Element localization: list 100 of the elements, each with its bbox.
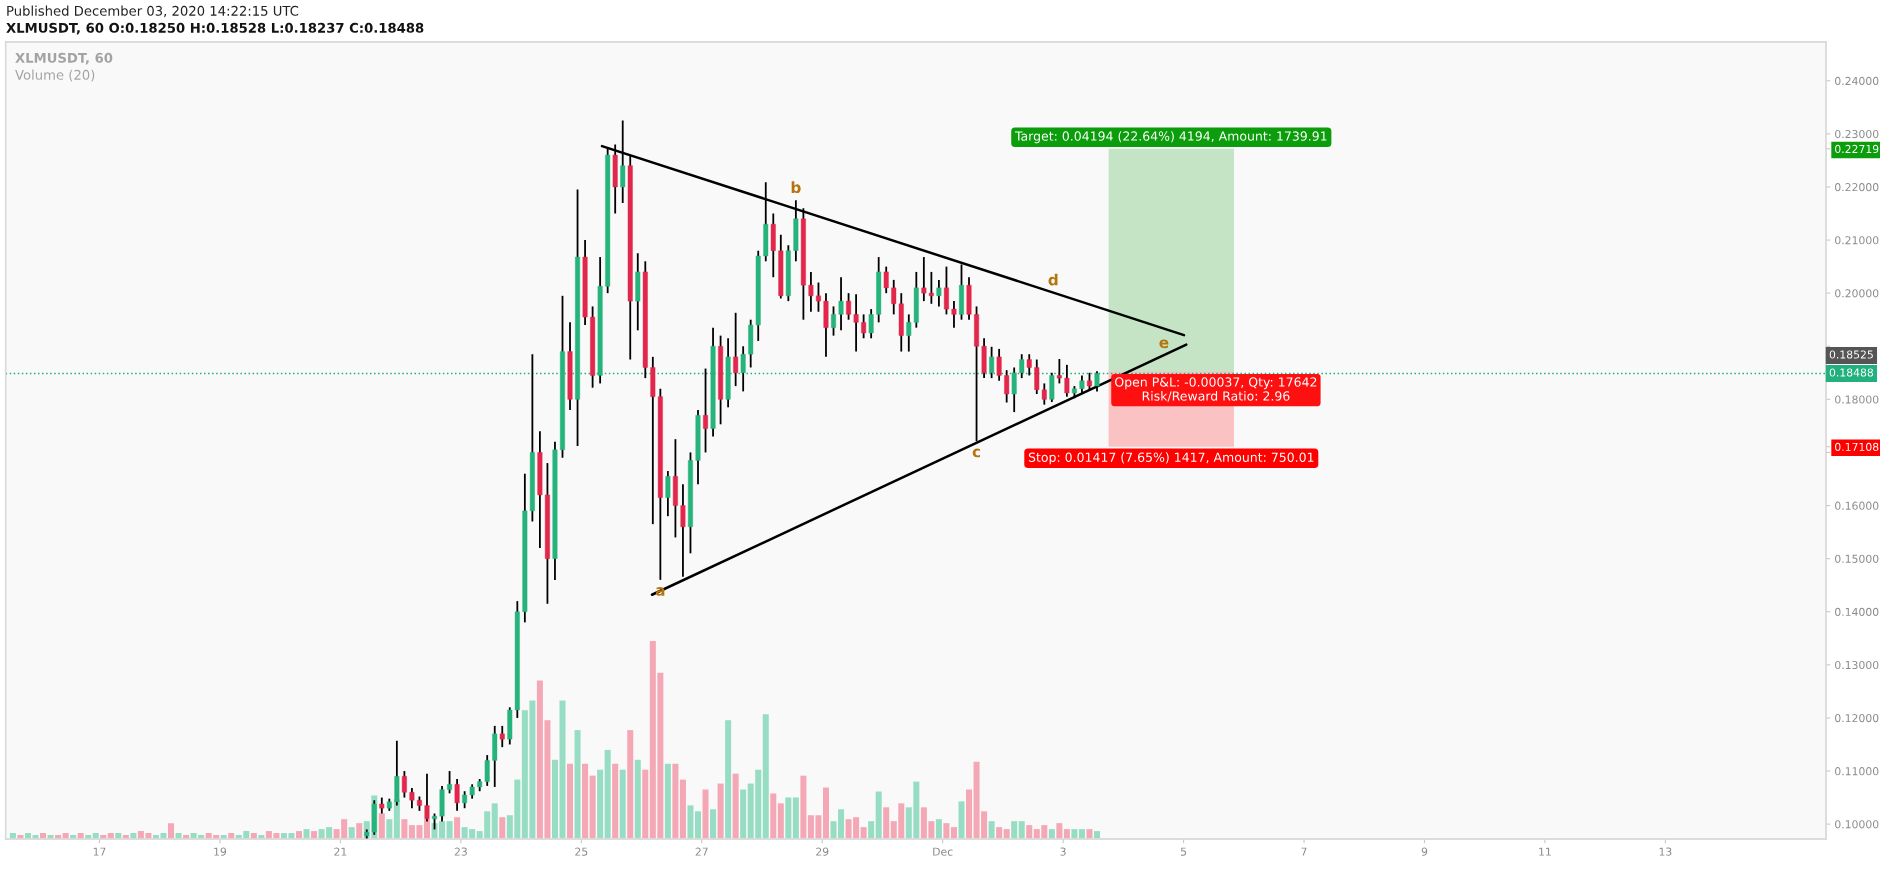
y-tick-label: 0.12000: [1835, 714, 1879, 723]
text: Published December 03, 2020 14:22:15 UTC: [7, 5, 299, 18]
x-tick-label: 29: [816, 847, 829, 856]
x-tick-label: 3: [1060, 847, 1066, 856]
bar: [732, 773, 739, 839]
y-tick-label: 0.22719: [1835, 144, 1879, 154]
bar: [1071, 829, 1078, 839]
y-tick-label: 0.20000: [1835, 289, 1879, 298]
bar: [777, 803, 784, 839]
bar: [491, 803, 498, 839]
candlestick: [853, 293, 859, 353]
bar: [642, 769, 649, 839]
y-tick-label: 0.14000: [1835, 607, 1879, 617]
bar: [627, 730, 634, 839]
candlestick: [1064, 363, 1070, 398]
chart-title: Volume (20): [15, 69, 95, 82]
bar: [943, 823, 950, 839]
bar: [454, 817, 461, 839]
y-tick-label: 0.15000: [1835, 554, 1879, 563]
bar: [725, 720, 732, 839]
y-tick-label: 0.22000: [1835, 183, 1879, 192]
bar: [996, 827, 1003, 839]
bar: [356, 823, 363, 839]
annotation: Open P&L: -0.00037, Qty: 17642 Risk/Reward Ratio: 2.96: [1115, 377, 1317, 402]
x-tick-label: 13: [1659, 847, 1672, 856]
bar: [875, 791, 882, 839]
bar: [1086, 829, 1093, 839]
candlestick: [1019, 353, 1025, 380]
x-tick-label: Dec: [933, 847, 953, 856]
y-tick-label: 0.17108: [1835, 442, 1879, 451]
bar: [589, 775, 596, 839]
annotation: a: [655, 587, 665, 596]
candlestick: [943, 265, 949, 316]
candlestick: [831, 305, 836, 337]
bar: [966, 789, 973, 839]
candlestick: [703, 367, 708, 454]
x-tick-label: 9: [1421, 847, 1428, 856]
candlestick: [733, 311, 739, 387]
bar: [694, 811, 702, 839]
bar: [687, 805, 694, 839]
bar: [1011, 821, 1018, 839]
candlestick: [454, 778, 460, 812]
bar: [168, 823, 175, 839]
bar: [386, 819, 393, 839]
bar: [868, 821, 875, 839]
bar: [446, 821, 453, 839]
bar: [619, 769, 626, 839]
y-tick-label: 0.23000: [1835, 129, 1879, 139]
bar: [1078, 829, 1085, 839]
y-tick-label: 0.16000: [1835, 501, 1879, 510]
candlestick: [499, 724, 505, 749]
candlestick: [883, 265, 889, 295]
candlestick: [409, 787, 415, 810]
bar: [800, 775, 807, 839]
bar: [883, 807, 890, 839]
band-label: Stop: 0.01417 (7.65%) 1417, Amount: 750.01: [1028, 452, 1314, 465]
candlestick: [868, 308, 874, 340]
annotation: 0.18525: [1829, 350, 1873, 359]
y-tick-label: 0.11000: [1835, 767, 1879, 776]
bar: [679, 779, 686, 839]
bar: [740, 789, 747, 839]
x-tick-label: 23: [454, 847, 467, 856]
bar: [1056, 823, 1063, 839]
candlestick: [936, 278, 942, 308]
candlestick: [740, 345, 746, 393]
bar: [770, 793, 777, 839]
bar: [597, 769, 604, 839]
candlestick: [1026, 353, 1032, 377]
bar: [822, 787, 829, 839]
x-tick-label: 21: [334, 847, 347, 856]
candlestick: [951, 300, 957, 329]
candlestick: [808, 271, 814, 313]
bar: [401, 819, 408, 839]
bar: [672, 763, 679, 839]
candlestick: [665, 470, 671, 518]
chart-title: XLMUSDT, 60 O:0.18250 H:0.18528 L:0.18237 C:0.18488: [6, 22, 424, 35]
candlestick: [1079, 374, 1085, 395]
bar: [1026, 825, 1033, 839]
bar: [303, 829, 310, 839]
bar: [664, 763, 671, 839]
x-tick-label: 7: [1301, 847, 1307, 856]
y-tick-label: 0.18000: [1835, 395, 1879, 404]
bar: [582, 763, 589, 839]
bar: [702, 789, 709, 839]
bar: [567, 763, 574, 839]
ref-line-label: 0.18488: [1829, 368, 1874, 377]
annotation: d: [1048, 273, 1058, 286]
annotation: b: [791, 181, 801, 194]
candlestick: [680, 483, 686, 578]
candlestick: [1004, 369, 1010, 404]
bar: [860, 827, 867, 839]
bar: [988, 821, 995, 839]
y-tick-label: 0.21000: [1835, 236, 1879, 245]
x-tick-label: 27: [695, 847, 708, 856]
bar: [710, 809, 717, 839]
bar: [785, 797, 792, 839]
x-tick-label: 5: [1180, 847, 1187, 856]
candlestick: [846, 292, 852, 321]
y-tick-label: 0.24000: [1835, 76, 1879, 86]
candlestick: [861, 313, 867, 340]
